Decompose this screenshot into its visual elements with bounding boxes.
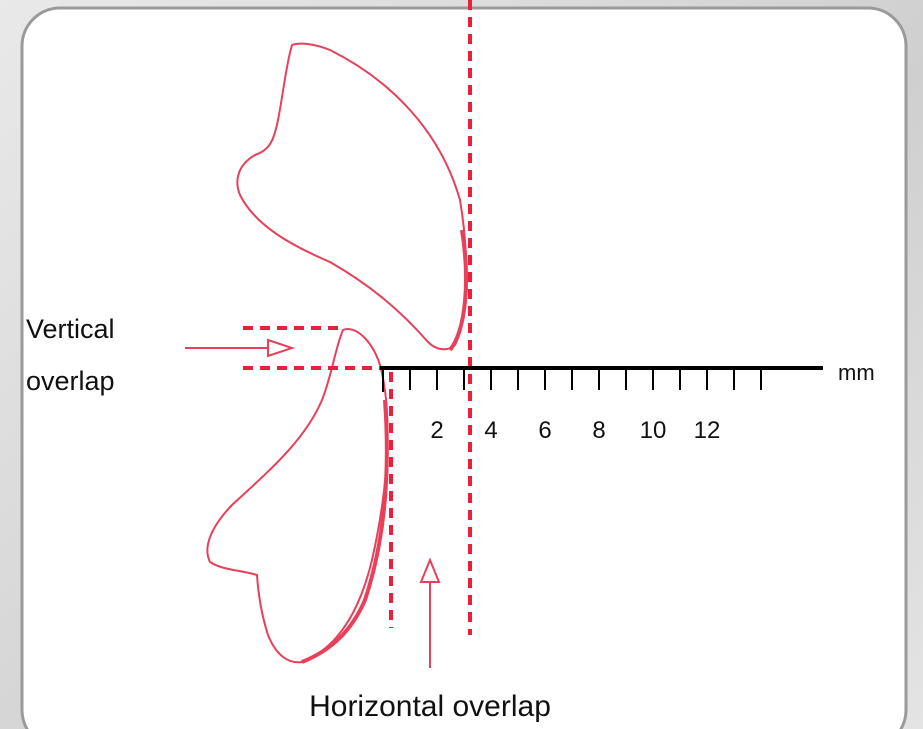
tick-label: 10 (640, 417, 667, 444)
arrows (185, 338, 441, 668)
horizontal-label: Horizontal overlap (309, 690, 551, 723)
vertical-label-line1: Vertical (26, 314, 115, 344)
ruler-ticks (382, 368, 762, 392)
unit-label: mm (838, 360, 875, 385)
lower-tooth-edge (301, 399, 389, 664)
reference-lines (243, 0, 472, 635)
tick-label: 6 (538, 417, 551, 444)
tick-labels: 2 4 6 8 10 12 (430, 417, 720, 444)
tick-label: 2 (430, 417, 443, 444)
tick-label: 4 (484, 417, 497, 444)
horizontal-arrow-head (419, 557, 441, 583)
tick-label: 12 (694, 417, 721, 444)
tick-label: 8 (592, 417, 605, 444)
vertical-arrow-head (267, 338, 296, 358)
upper-tooth-edge (448, 229, 468, 352)
vertical-label-line2: overlap (26, 366, 115, 396)
upper-tooth (236, 42, 468, 351)
